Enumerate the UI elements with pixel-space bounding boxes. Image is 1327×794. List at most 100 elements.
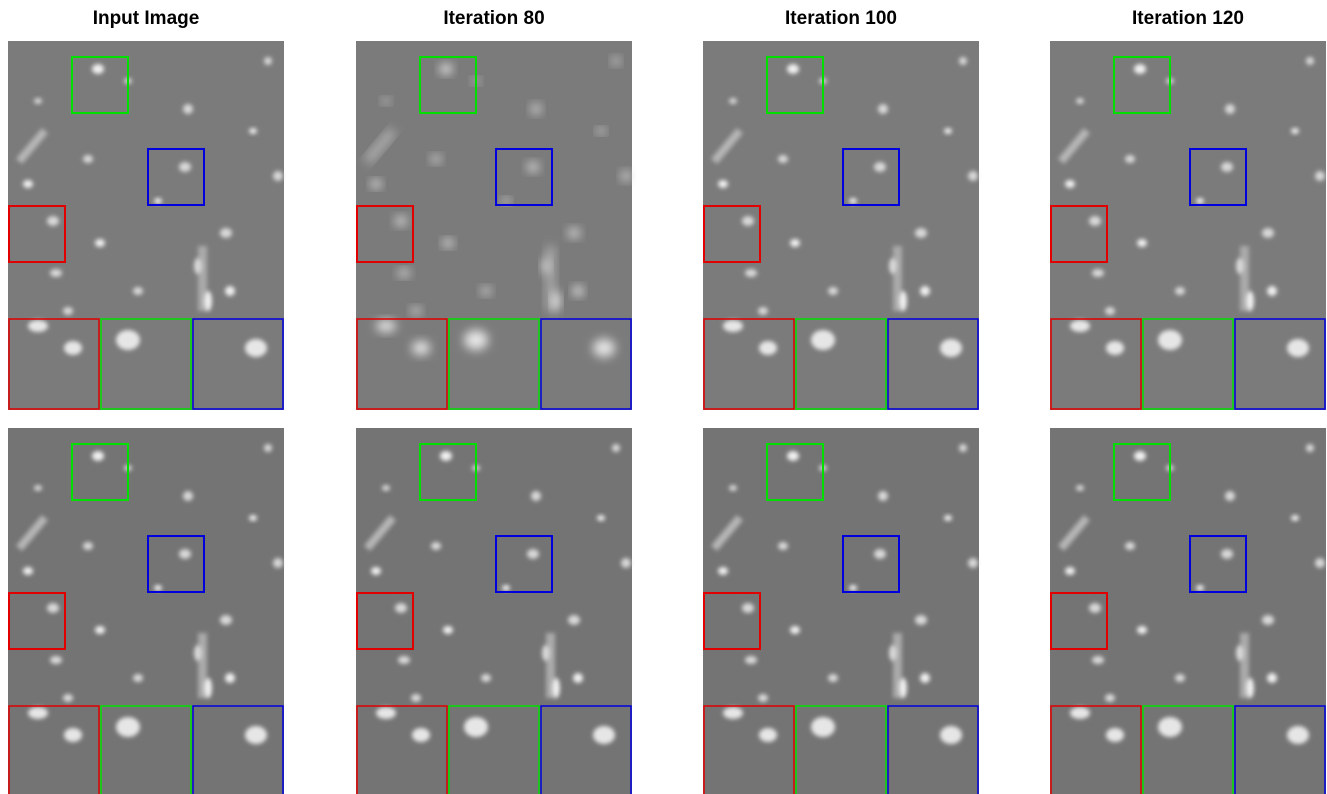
inset-spot <box>940 726 962 744</box>
spot <box>382 98 390 104</box>
spot <box>597 515 605 521</box>
spot <box>531 104 541 114</box>
spot <box>1196 198 1204 204</box>
inset-spot <box>1287 726 1309 744</box>
spot <box>371 180 381 188</box>
spot <box>778 155 788 163</box>
spot <box>431 542 441 550</box>
spot <box>1092 269 1104 277</box>
spot <box>915 228 927 238</box>
spot <box>552 291 560 311</box>
inset-spot <box>1070 320 1090 332</box>
spot <box>573 286 583 296</box>
inset-spot <box>412 341 430 355</box>
spot <box>899 291 907 311</box>
spot <box>742 603 754 613</box>
spot <box>790 626 800 634</box>
spot <box>889 258 897 274</box>
spot <box>878 491 888 501</box>
spot <box>63 694 73 702</box>
spot <box>597 128 605 134</box>
inset-spot <box>723 320 743 332</box>
inset-spot <box>28 707 48 719</box>
spot <box>398 656 410 664</box>
spot <box>959 444 967 452</box>
image-panel <box>703 41 979 410</box>
spot <box>1092 656 1104 664</box>
spot <box>787 64 799 74</box>
spot <box>1225 491 1235 501</box>
inset-bg <box>356 318 632 410</box>
spot <box>183 491 193 501</box>
spot <box>1065 567 1075 575</box>
inset-bg <box>356 705 632 794</box>
spot <box>34 485 42 491</box>
spot <box>481 674 491 682</box>
inset-spot <box>593 339 615 357</box>
spot <box>1137 239 1147 247</box>
image <box>356 428 632 705</box>
spot <box>1137 626 1147 634</box>
spot <box>83 155 93 163</box>
spot <box>204 291 212 311</box>
inset-spot <box>723 707 743 719</box>
spot <box>778 542 788 550</box>
inset-spot <box>1106 728 1124 742</box>
spot <box>273 171 283 181</box>
spot <box>920 673 930 683</box>
spot <box>1134 451 1146 461</box>
spot <box>742 216 754 226</box>
image <box>8 428 284 705</box>
spot <box>944 128 952 134</box>
spot <box>395 216 407 226</box>
inset-spot <box>811 717 835 737</box>
spot <box>1076 98 1084 104</box>
spot <box>612 444 620 452</box>
spot <box>398 269 410 277</box>
spot <box>1089 216 1101 226</box>
spot <box>264 57 272 65</box>
spot <box>411 694 421 702</box>
image-panel <box>8 41 284 410</box>
spot <box>1076 485 1084 491</box>
spot <box>1291 128 1299 134</box>
spot <box>1225 104 1235 114</box>
spot <box>1291 515 1299 521</box>
spot <box>395 603 407 613</box>
inset-spot <box>64 341 82 355</box>
inset-bg <box>8 318 284 410</box>
spot <box>729 98 737 104</box>
spot <box>95 239 105 247</box>
spot <box>220 228 232 238</box>
spot <box>1125 542 1135 550</box>
spot <box>133 287 143 295</box>
spot <box>154 585 162 591</box>
inset-spot <box>1158 717 1182 737</box>
spot <box>179 549 191 559</box>
spot <box>959 57 967 65</box>
image <box>703 41 979 318</box>
spot <box>718 180 728 188</box>
spot <box>440 64 452 74</box>
inset-spot <box>811 330 835 350</box>
spot <box>1236 258 1244 274</box>
spot <box>552 678 560 698</box>
spot <box>220 615 232 625</box>
spot <box>968 171 978 181</box>
spot <box>264 444 272 452</box>
spot <box>83 542 93 550</box>
image-panel <box>1050 428 1326 794</box>
spot <box>531 491 541 501</box>
spot <box>621 171 631 181</box>
figure: Input Image Iteration 80 Iteration 100 I… <box>0 0 1327 794</box>
inset-spot <box>1070 707 1090 719</box>
image-panel <box>356 41 632 410</box>
spot <box>745 656 757 664</box>
spot <box>1221 549 1233 559</box>
spot <box>249 515 257 521</box>
inset-spot <box>245 339 267 357</box>
spot <box>443 626 453 634</box>
image-panel <box>1050 41 1326 410</box>
image <box>1050 428 1326 705</box>
spot <box>1196 585 1204 591</box>
